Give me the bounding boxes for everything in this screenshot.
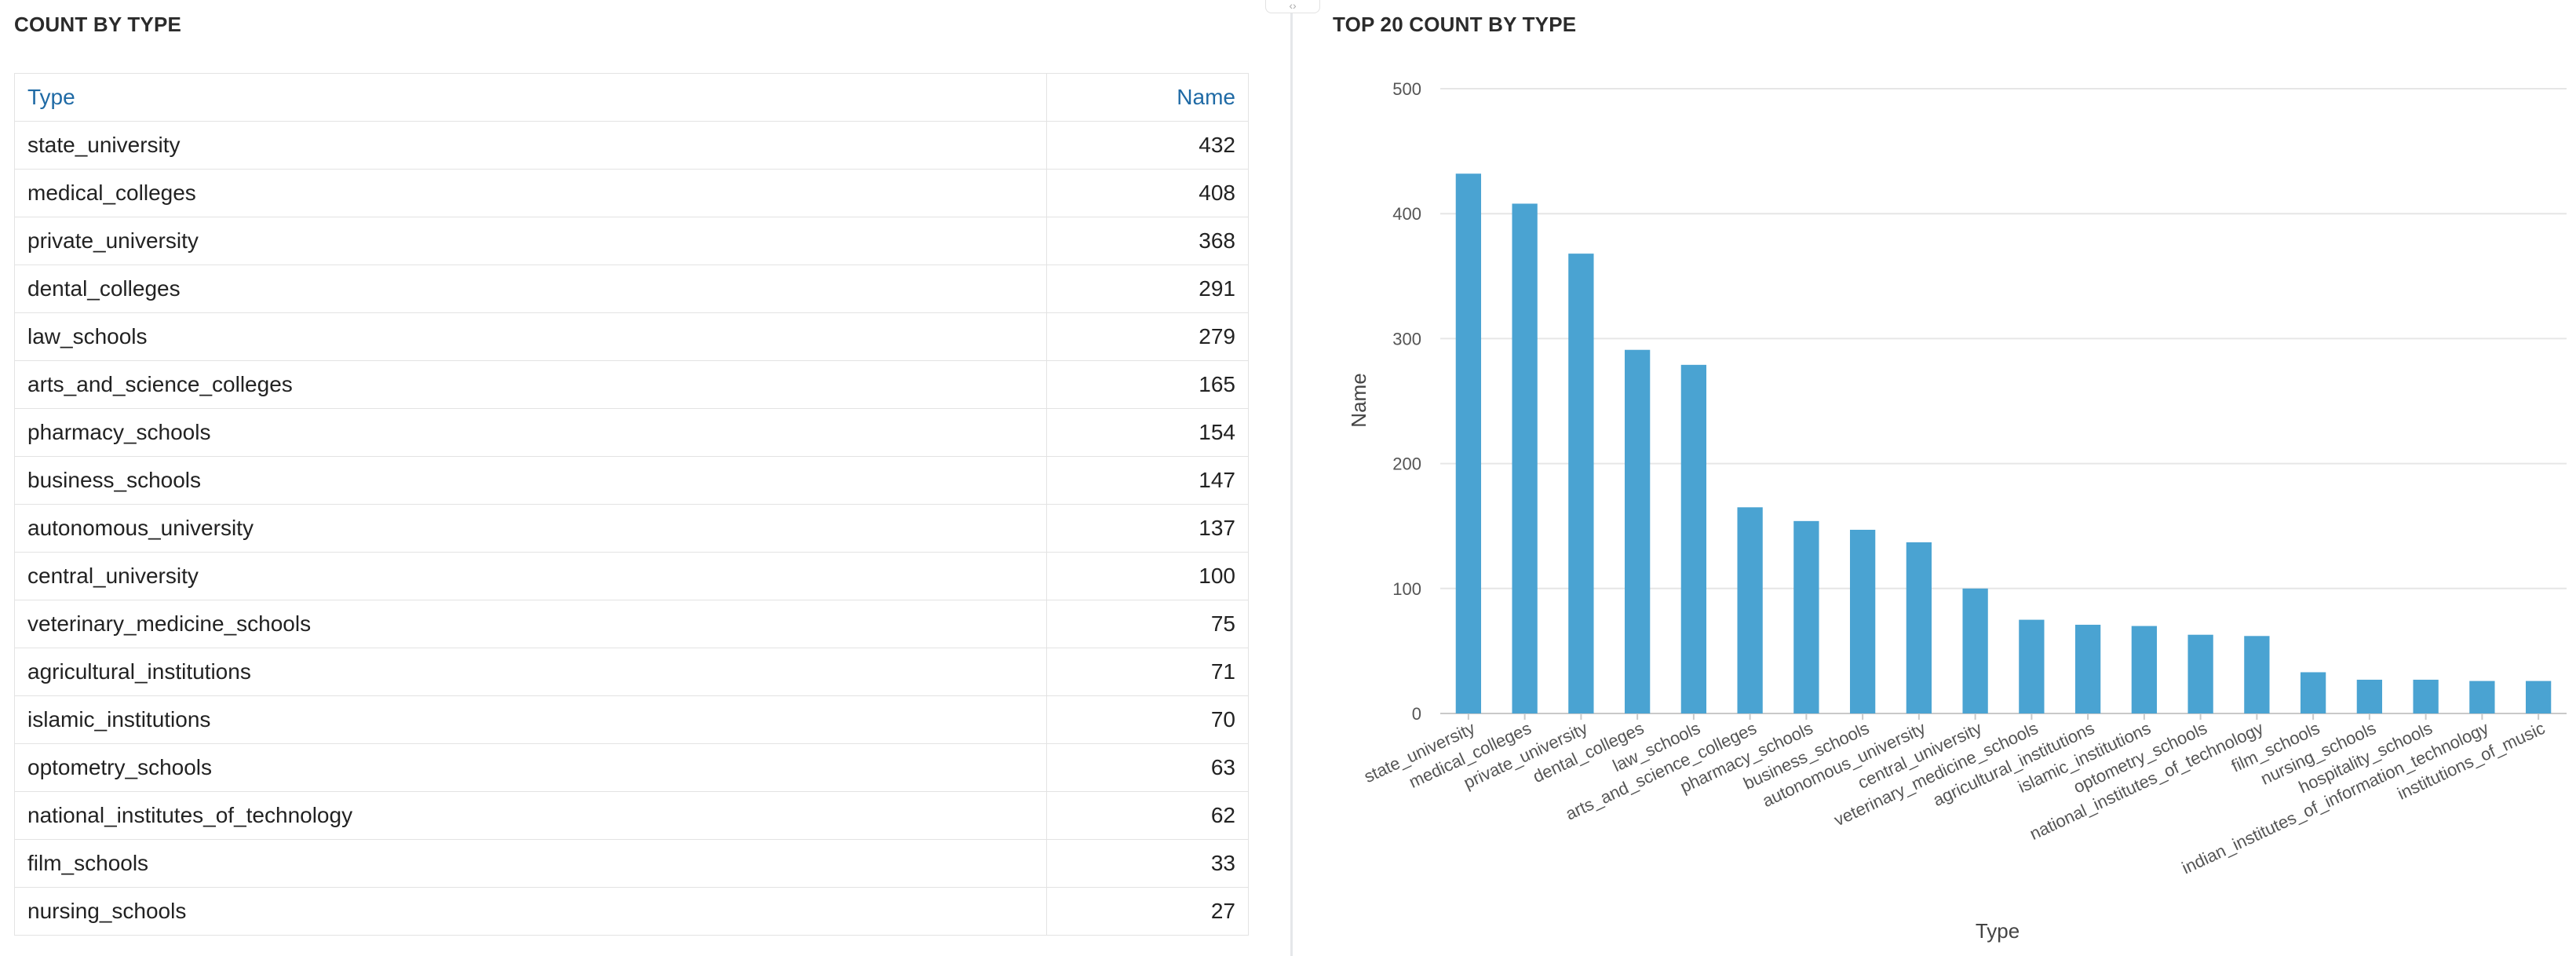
bar[interactable] [1737,507,1763,713]
table-row[interactable]: islamic_institutions 70 [14,695,1249,744]
table-row[interactable]: nursing_schools 27 [14,887,1249,936]
panel-divider[interactable] [1290,0,1293,956]
bar[interactable] [1849,529,1876,713]
bar[interactable] [2413,680,2439,713]
bar[interactable] [1512,203,1538,713]
name-cell: 432 [1046,121,1249,170]
y-axis-label: Name [1347,373,1370,427]
name-cell: 154 [1046,408,1249,457]
type-cell: film_schools [14,839,1047,888]
name-cell: 368 [1046,217,1249,265]
name-cell: 137 [1046,504,1249,553]
y-tick-label: 0 [1412,704,1421,724]
bar[interactable] [1906,542,1932,713]
bar[interactable] [1680,364,1707,713]
table-row[interactable]: dental_colleges 291 [14,265,1249,313]
bar[interactable] [1793,520,1819,713]
type-cell: optometry_schools [14,743,1047,792]
bar[interactable] [1568,254,1594,713]
table-row[interactable]: private_university 368 [14,217,1249,265]
type-cell: law_schools [14,312,1047,361]
type-cell: state_university [14,121,1047,170]
name-cell: 408 [1046,169,1249,217]
count-by-type-panel: COUNT BY TYPE Type Name state_university… [0,0,1287,956]
x-axis-ticks: state_universitymedical_collegesprivate_… [1361,713,2548,878]
y-tick-label: 300 [1392,329,1421,348]
type-cell: medical_colleges [14,169,1047,217]
name-cell: 63 [1046,743,1249,792]
y-axis-ticks: 0 100 200 300 400 500 [1392,79,1421,724]
bar[interactable] [2074,624,2101,713]
table-row[interactable]: agricultural_institutions 71 [14,648,1249,696]
bar[interactable] [2525,681,2552,713]
type-cell: nursing_schools [14,887,1047,936]
chart-grid [1440,88,2567,714]
chart-title: TOP 20 COUNT BY TYPE [1333,13,1577,36]
bar[interactable] [1455,173,1482,714]
table-row[interactable]: state_university 432 [14,121,1249,170]
column-header-name[interactable]: Name [1046,73,1249,122]
table-row[interactable]: film_schools 33 [14,839,1249,888]
bar[interactable] [2469,681,2495,713]
y-tick-label: 500 [1392,79,1421,99]
bar-chart: 0 100 200 300 400 500 state_universitymedical… [1347,79,2567,943]
name-cell: 70 [1046,695,1249,744]
x-axis-label: Type [1976,919,2020,943]
type-cell: private_university [14,217,1047,265]
type-cell: islamic_institutions [14,695,1047,744]
table-row[interactable]: law_schools 279 [14,312,1249,361]
table-row[interactable]: central_university 100 [14,552,1249,600]
bar[interactable] [2187,634,2213,713]
y-tick-label: 100 [1392,579,1421,599]
y-tick-label: 400 [1392,204,1421,224]
type-cell: dental_colleges [14,265,1047,313]
name-cell: 71 [1046,648,1249,696]
type-cell: central_university [14,552,1047,600]
name-cell: 33 [1046,839,1249,888]
name-cell: 279 [1046,312,1249,361]
bar[interactable] [2356,680,2383,713]
bar[interactable] [2300,672,2326,713]
name-cell: 147 [1046,456,1249,505]
type-cell: business_schools [14,456,1047,505]
type-cell: autonomous_university [14,504,1047,553]
table-row[interactable]: national_institutes_of_technology 62 [14,791,1249,840]
table-row[interactable]: optometry_schools 63 [14,743,1249,792]
table-body: state_university 432 medical_colleges 408 pr… [14,121,1249,936]
bar[interactable] [2131,626,2158,713]
table-row[interactable]: arts_and_science_colleges 165 [14,360,1249,409]
name-cell: 62 [1046,791,1249,840]
name-cell: 75 [1046,600,1249,648]
type-cell: pharmacy_schools [14,408,1047,457]
name-cell: 27 [1046,887,1249,936]
type-cell: agricultural_institutions [14,648,1047,696]
name-cell: 165 [1046,360,1249,409]
count-table: Type Name state_university 432 medical_col… [14,73,1249,936]
collapse-handle-icon[interactable]: ‹› [1265,0,1320,13]
y-tick-label: 200 [1392,454,1421,474]
column-header-type[interactable]: Type [14,73,1047,122]
type-cell: veterinary_medicine_schools [14,600,1047,648]
bar[interactable] [2244,636,2270,713]
type-cell: national_institutes_of_technology [14,791,1047,840]
bar[interactable] [2019,619,2045,713]
table-row[interactable]: veterinary_medicine_schools 75 [14,600,1249,648]
table-row[interactable]: business_schools 147 [14,456,1249,505]
name-cell: 100 [1046,552,1249,600]
panel-title: COUNT BY TYPE [14,13,182,36]
bar[interactable] [1962,588,1988,713]
table-row[interactable]: autonomous_university 137 [14,504,1249,553]
table-row[interactable]: pharmacy_schools 154 [14,408,1249,457]
chart-bars [1455,173,2552,714]
type-cell: arts_and_science_colleges [14,360,1047,409]
table-header-row: Type Name [14,73,1249,122]
name-cell: 291 [1046,265,1249,313]
bar[interactable] [1624,349,1651,713]
table-row[interactable]: medical_colleges 408 [14,169,1249,217]
